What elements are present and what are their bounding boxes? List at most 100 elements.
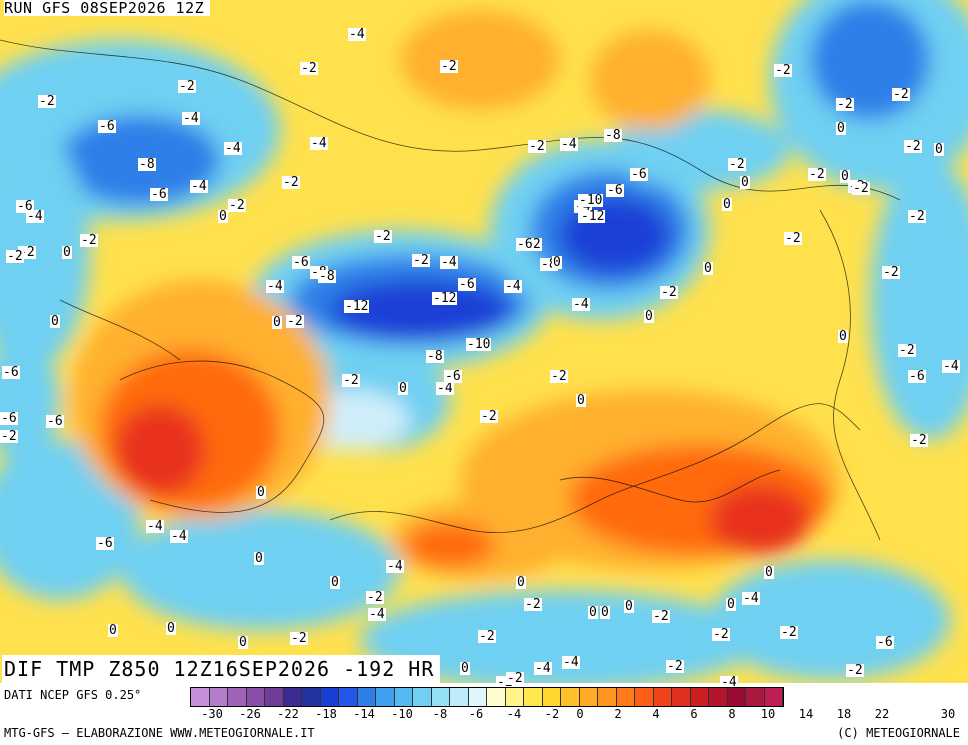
isotherm-label: 0: [764, 565, 774, 580]
isotherm-label: 0: [552, 255, 562, 270]
color-scale-swatch: [320, 688, 339, 706]
credit-label: MTG-GFS — ELABORAZIONE WWW.METEOGIORNALE…: [4, 726, 315, 740]
isotherm-label: -2: [290, 631, 308, 646]
color-scale-tick-label: -18: [315, 707, 337, 721]
color-scale-swatch: [450, 688, 469, 706]
color-scale-swatch: [487, 688, 506, 706]
isotherm-label: -2: [342, 373, 360, 388]
isotherm-label: -6: [46, 414, 64, 429]
isotherm-label: -2: [440, 59, 458, 74]
isotherm-label: -10: [466, 337, 492, 352]
isotherm-label: -2: [366, 590, 384, 605]
isotherm-label: 0: [840, 169, 850, 184]
isotherm-label: -4: [440, 255, 458, 270]
color-scale-swatch: [727, 688, 746, 706]
isotherm-label: 0: [254, 551, 264, 566]
isotherm-label: 0: [238, 635, 248, 650]
anomaly-region: [810, 0, 930, 120]
isotherm-label: -4: [224, 141, 242, 156]
isotherm-label: -6: [2, 365, 20, 380]
color-scale-swatch: [579, 688, 598, 706]
run-label: RUN GFS 08SEP2026 12Z: [4, 0, 211, 16]
isotherm-label: -6: [908, 369, 926, 384]
isotherm-label: -2: [282, 175, 300, 190]
isotherm-label: 0: [50, 314, 60, 329]
isotherm-label: -4: [534, 661, 552, 676]
isotherm-label: -8: [426, 349, 444, 364]
isotherm-label: -4: [368, 607, 386, 622]
isotherm-label: -2: [882, 265, 900, 280]
color-scale-swatch: [376, 688, 395, 706]
color-scale-tick-label: 4: [652, 707, 660, 721]
anomaly-region: [405, 523, 495, 567]
isotherm-label: -4: [26, 209, 44, 224]
color-scale: [190, 687, 784, 707]
isotherm-label: -2: [904, 139, 922, 154]
isotherm-label: -2: [660, 285, 678, 300]
color-scale-swatch: [246, 688, 265, 706]
isotherm-label: -2: [846, 663, 864, 678]
isotherm-label: -2: [300, 61, 318, 76]
isotherm-label: -2: [374, 229, 392, 244]
isotherm-label: -8: [318, 269, 336, 284]
color-scale-tick-label: -30: [201, 707, 223, 721]
isotherm-label: -10: [578, 193, 604, 208]
isotherm-label: -2: [286, 314, 304, 329]
color-scale-tick-label: 8: [728, 707, 736, 721]
isotherm-label: -2: [784, 231, 802, 246]
color-scale-swatch: [468, 688, 487, 706]
isotherm-label: 0: [460, 661, 470, 676]
map-title: DIF TMP Z850 12Z16SEP2026 -192 HR: [2, 655, 441, 683]
color-scale-swatch: [228, 688, 247, 706]
isotherm-label: -4: [504, 279, 522, 294]
color-scale-tick-label: -8: [432, 707, 448, 721]
color-scale-swatch: [339, 688, 358, 706]
isotherm-label: -4: [572, 297, 590, 312]
color-scale-swatch: [709, 688, 728, 706]
color-scale-tick-label: 10: [760, 707, 776, 721]
isotherm-label: -4: [348, 27, 366, 42]
color-scale-tick-label: 30: [940, 707, 956, 721]
isotherm-label: -2: [852, 181, 870, 196]
color-scale-tick-label: 22: [874, 707, 890, 721]
color-scale-swatch: [191, 688, 210, 706]
color-scale-swatch: [394, 688, 413, 706]
isotherm-label: 0: [108, 623, 118, 638]
color-scale-swatch: [524, 688, 543, 706]
color-scale-tick-label: -14: [353, 707, 375, 721]
anomaly-region: [710, 560, 950, 680]
isotherm-label: -8: [604, 128, 622, 143]
color-scale-swatch: [653, 688, 672, 706]
isotherm-label: -2: [506, 671, 524, 686]
isotherm-label: -2: [178, 79, 196, 94]
color-scale-swatch: [616, 688, 635, 706]
copyright-label: (C) METEOGIORNALE: [837, 726, 960, 740]
color-scale-tick-label: -26: [239, 707, 261, 721]
color-scale-tick-label: -6: [468, 707, 484, 721]
anomaly-region: [710, 485, 810, 555]
color-scale-swatch: [746, 688, 765, 706]
isotherm-label: -6: [150, 187, 168, 202]
color-scale-tick-label: -4: [506, 707, 522, 721]
anomaly-region: [115, 405, 205, 495]
isotherm-label: -2: [652, 609, 670, 624]
isotherm-label: -6: [630, 167, 648, 182]
isotherm-label: 0: [256, 485, 266, 500]
isotherm-label: -4: [562, 655, 580, 670]
isotherm-label: 0: [644, 309, 654, 324]
isotherm-label: -6: [516, 237, 534, 252]
color-scale-tick-label: -10: [391, 707, 413, 721]
border-line: [819, 209, 881, 541]
color-scale-ticks: -30 -26 -22 -18 -14 -10 -8 -6 -4 -2 0 2 4 6 8 10 14 18 22 3…: [190, 707, 968, 723]
color-scale-swatch: [561, 688, 580, 706]
isotherm-label: -2: [478, 629, 496, 644]
color-scale-tick-label: 6: [690, 707, 698, 721]
isotherm-label: 0: [218, 209, 228, 224]
isotherm-label: -12: [432, 291, 458, 306]
isotherm-label: -6: [292, 255, 310, 270]
isotherm-label: -2: [80, 233, 98, 248]
isotherm-label: -2: [898, 343, 916, 358]
anomaly-region: [400, 10, 560, 110]
isotherm-label: -4: [310, 136, 328, 151]
isotherm-label: -2: [712, 627, 730, 642]
